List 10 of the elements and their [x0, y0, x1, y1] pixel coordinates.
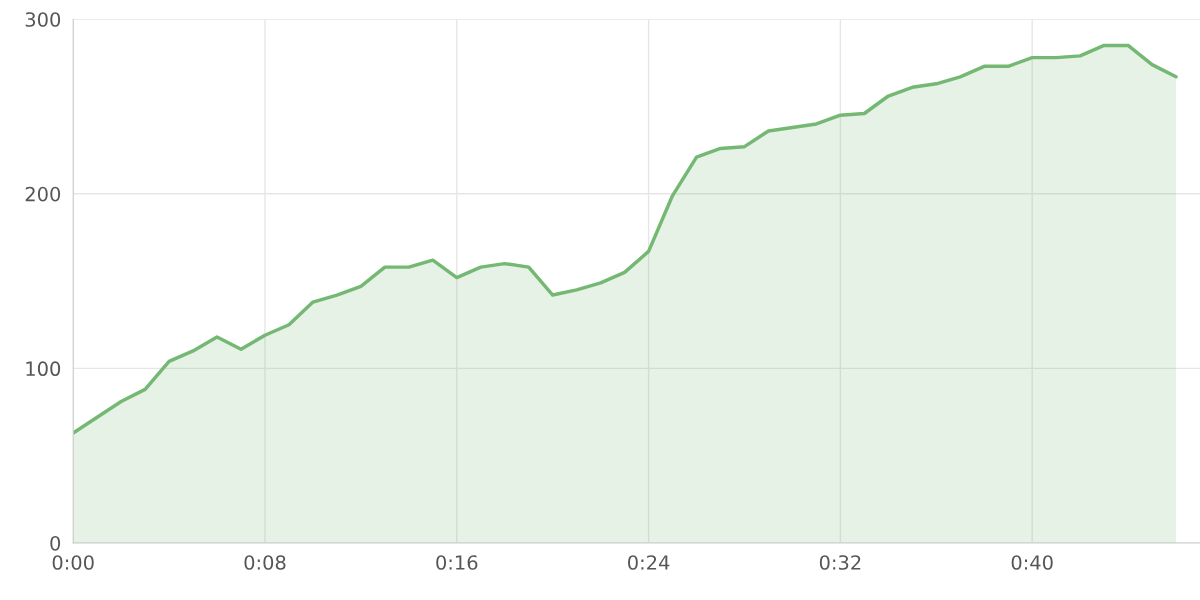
y-tick-label: 200 [25, 186, 61, 202]
y-tick-label: 100 [26, 361, 61, 377]
x-tick-label: 0:08 [244, 555, 286, 570]
x-tick-label: 0:32 [819, 555, 861, 570]
x-tick-label: 0:40 [1011, 555, 1053, 570]
x-tick-label: 0:24 [628, 555, 670, 570]
x-tick-label: 0:00 [52, 555, 94, 570]
y-tick-label: 300 [25, 12, 61, 27]
x-tick-label: 0:16 [436, 555, 478, 570]
y-tick-label: 0 [50, 535, 61, 551]
